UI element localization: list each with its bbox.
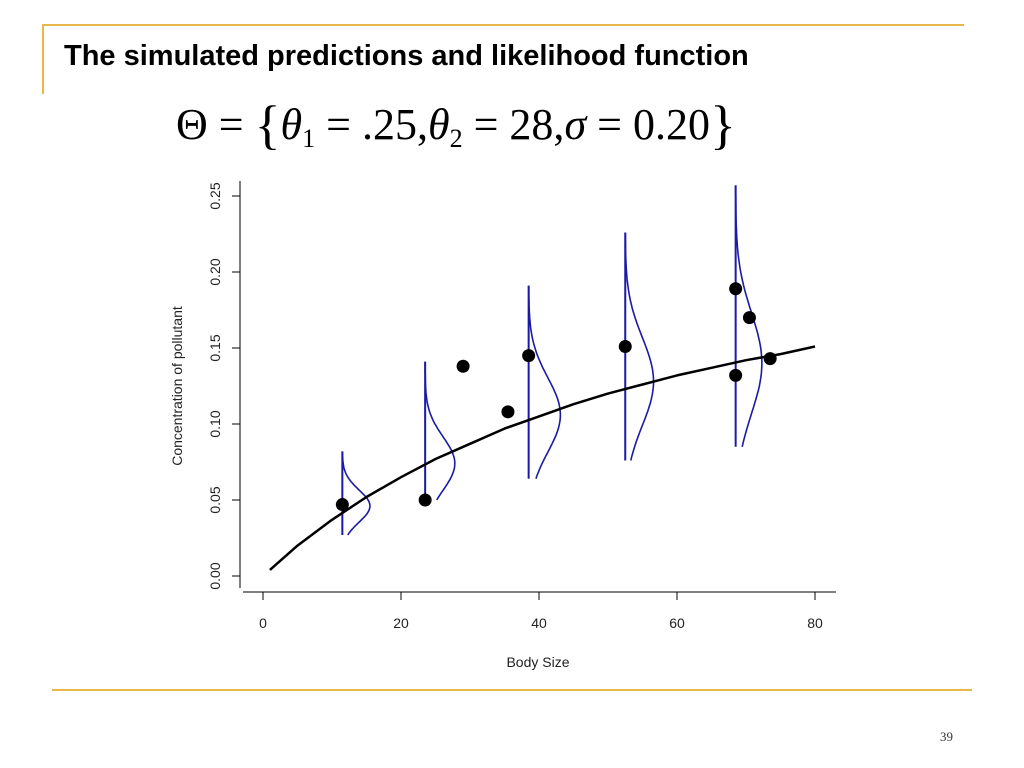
x-axis-title: Body Size [506, 654, 569, 670]
data-point-2 [456, 359, 470, 373]
data-point-8 [729, 368, 743, 382]
formula-close-brace: } [709, 95, 736, 155]
top-accent-rule [42, 24, 964, 26]
density-curve-3 [624, 232, 655, 461]
data-point-1 [418, 493, 432, 507]
page-number: 39 [940, 729, 953, 744]
formula-sigma-value: = 0.20 [597, 100, 710, 149]
data-point-6 [729, 282, 743, 296]
y-tick-label-5: 0.25 [207, 182, 223, 209]
y-tick-label-4: 0.20 [207, 258, 223, 285]
x-tick-label-0: 0 [259, 615, 267, 631]
formula-theta2-value: = 28, [473, 100, 565, 149]
formula-theta2-subscript: 2 [449, 124, 463, 153]
data-point-7 [742, 311, 756, 325]
bottom-accent-rule [52, 689, 972, 691]
slide-title: The simulated predictions and likelihood… [64, 40, 749, 72]
formula-theta1-subscript: 1 [302, 124, 316, 153]
formula-theta1-symbol: θ [280, 100, 303, 149]
y-tick-label-1: 0.05 [207, 486, 223, 513]
formula-sigma-symbol: σ [564, 100, 587, 149]
x-tick-label-3: 60 [669, 615, 685, 631]
formula-theta1-value: = .25, [326, 100, 428, 149]
data-point-0 [335, 498, 349, 512]
y-tick-label-0: 0.00 [207, 562, 223, 589]
left-accent-rule [42, 24, 44, 94]
x-tick-label-4: 80 [807, 615, 823, 631]
formula-equals: = [218, 100, 244, 149]
y-axis-title: Concentration of pollutant [169, 306, 185, 466]
density-curve-2 [527, 285, 562, 479]
data-point-9 [763, 352, 777, 366]
y-tick-label-2: 0.10 [207, 410, 223, 437]
formula-theta-capital: Θ [176, 100, 208, 149]
x-tick-label-2: 40 [531, 615, 547, 631]
data-point-5 [618, 339, 632, 353]
x-tick-label-1: 20 [393, 615, 409, 631]
prediction-curve [269, 345, 816, 571]
formula-open-brace: { [254, 95, 281, 155]
formula-theta2-symbol: θ [427, 100, 450, 149]
density-curve-0 [341, 451, 371, 536]
data-point-3 [501, 405, 515, 419]
parameter-formula: Θ = {θ1 = .25,θ2 = 28,σ = 0.20} [176, 98, 736, 152]
y-tick-label-3: 0.15 [207, 334, 223, 361]
density-curve-1 [424, 361, 456, 501]
data-point-4 [522, 349, 536, 363]
